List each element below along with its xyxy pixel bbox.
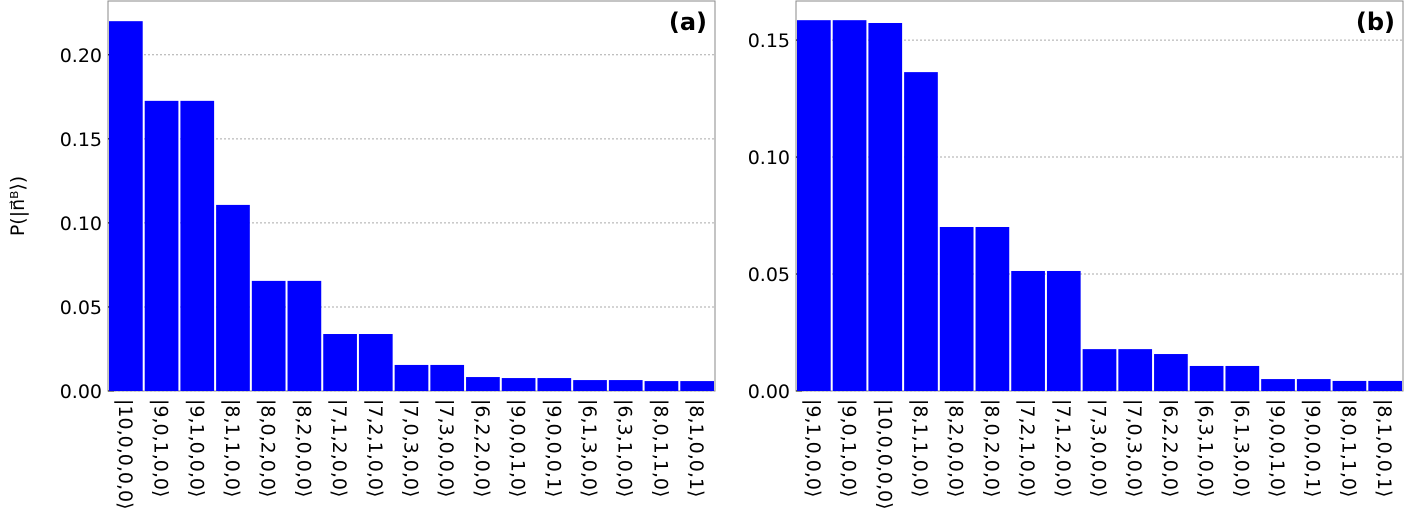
bar [430, 364, 465, 391]
x-tick-label: |8,0,2,0,0⟩ [257, 399, 279, 497]
bar [287, 280, 322, 391]
bar [1118, 349, 1153, 391]
x-tick-label: |9,0,1,0,0⟩ [150, 399, 172, 497]
bar [1332, 380, 1367, 391]
bar [109, 21, 143, 391]
y-tick-label: 0.15 [60, 129, 102, 151]
bar [1082, 349, 1117, 391]
x-tick-label: |8,1,0,0,1⟩ [1373, 399, 1395, 497]
bar [180, 100, 215, 391]
bar [608, 380, 643, 391]
x-tick-label: |8,1,1,0,0⟩ [221, 399, 243, 497]
y-tick-label: 0.15 [748, 30, 790, 52]
bar [939, 226, 974, 391]
x-tick-label: |6,3,1,0,0⟩ [614, 399, 636, 497]
bar [975, 226, 1010, 391]
bar [832, 20, 867, 391]
y-axis-label: P(|n⃗ᴮ⟩) [7, 176, 29, 236]
x-tick-label: |8,1,0,0,1⟩ [685, 399, 707, 497]
x-tick-label: |8,1,1,0,0⟩ [909, 399, 931, 497]
bar [501, 378, 536, 391]
bar [1261, 379, 1295, 391]
bar [1154, 354, 1188, 391]
x-tick-label: |7,3,0,0,0⟩ [435, 399, 457, 497]
x-tick-label: |7,2,1,0,0⟩ [1016, 399, 1038, 497]
bar [216, 204, 250, 391]
x-tick-label: |8,0,2,0,0⟩ [980, 399, 1002, 497]
bar [144, 100, 179, 391]
x-tick-label: |7,1,2,0,0⟩ [328, 399, 350, 497]
bar [394, 364, 429, 391]
x-tick-label: |7,1,2,0,0⟩ [1052, 399, 1074, 497]
x-tick-label: |6,1,3,0,0⟩ [578, 399, 600, 497]
panel-label: (b) [1356, 8, 1395, 36]
bar [1368, 380, 1402, 391]
bar [573, 380, 607, 391]
y-tick-label: 0.10 [748, 147, 790, 169]
x-tick-label: |6,2,2,0,0⟩ [471, 399, 493, 497]
x-tick-label: |7,2,1,0,0⟩ [364, 399, 386, 497]
bar [1189, 365, 1224, 391]
y-tick-label: 0.00 [748, 381, 790, 403]
x-tick-label: |7,3,0,0,0⟩ [1088, 399, 1110, 497]
x-tick-label: |9,0,0,1,0⟩ [1266, 399, 1288, 497]
bar [466, 377, 500, 391]
x-tick-label: |6,3,1,0,0⟩ [1195, 399, 1217, 497]
bar [644, 381, 679, 391]
bar [904, 72, 938, 392]
bar [358, 334, 393, 391]
y-tick-label: 0.00 [60, 381, 102, 403]
y-tick-label: 0.05 [60, 297, 102, 319]
bar [868, 22, 903, 391]
bar [1225, 365, 1260, 391]
x-tick-label: |7,0,3,0,0⟩ [1123, 399, 1145, 497]
y-tick-label: 0.20 [60, 45, 102, 67]
bar [251, 280, 286, 391]
bar [1296, 379, 1331, 391]
panel-label: (a) [669, 8, 707, 36]
x-tick-label: |9,0,0,1,0⟩ [507, 399, 529, 497]
x-tick-label: |10,0,0,0,0⟩ [873, 399, 895, 510]
bar [323, 334, 357, 391]
x-tick-label: |9,1,0,0,0⟩ [802, 399, 824, 497]
x-tick-label: |9,0,1,0,0⟩ [838, 399, 860, 497]
bar [680, 381, 714, 391]
x-tick-label: |8,2,0,0,0⟩ [292, 399, 314, 497]
x-tick-label: |7,0,3,0,0⟩ [400, 399, 422, 497]
bar [797, 20, 831, 391]
x-tick-label: |8,0,1,1,0⟩ [1337, 399, 1359, 497]
x-tick-label: |9,1,0,0,0⟩ [185, 399, 207, 497]
bar [1046, 270, 1081, 391]
x-tick-label: |10,0,0,0,0⟩ [114, 399, 136, 510]
x-tick-label: |6,2,2,0,0⟩ [1159, 399, 1181, 497]
x-tick-label: |9,0,0,0,1⟩ [1302, 399, 1324, 497]
y-tick-label: 0.05 [748, 264, 790, 286]
x-tick-label: |6,1,3,0,0⟩ [1230, 399, 1252, 497]
x-tick-label: |8,0,1,1,0⟩ [649, 399, 671, 497]
y-tick-label: 0.10 [60, 213, 102, 235]
bar [1011, 270, 1045, 391]
x-tick-label: |8,2,0,0,0⟩ [945, 399, 967, 497]
bar [537, 378, 572, 391]
x-tick-label: |9,0,0,0,1⟩ [542, 399, 564, 497]
